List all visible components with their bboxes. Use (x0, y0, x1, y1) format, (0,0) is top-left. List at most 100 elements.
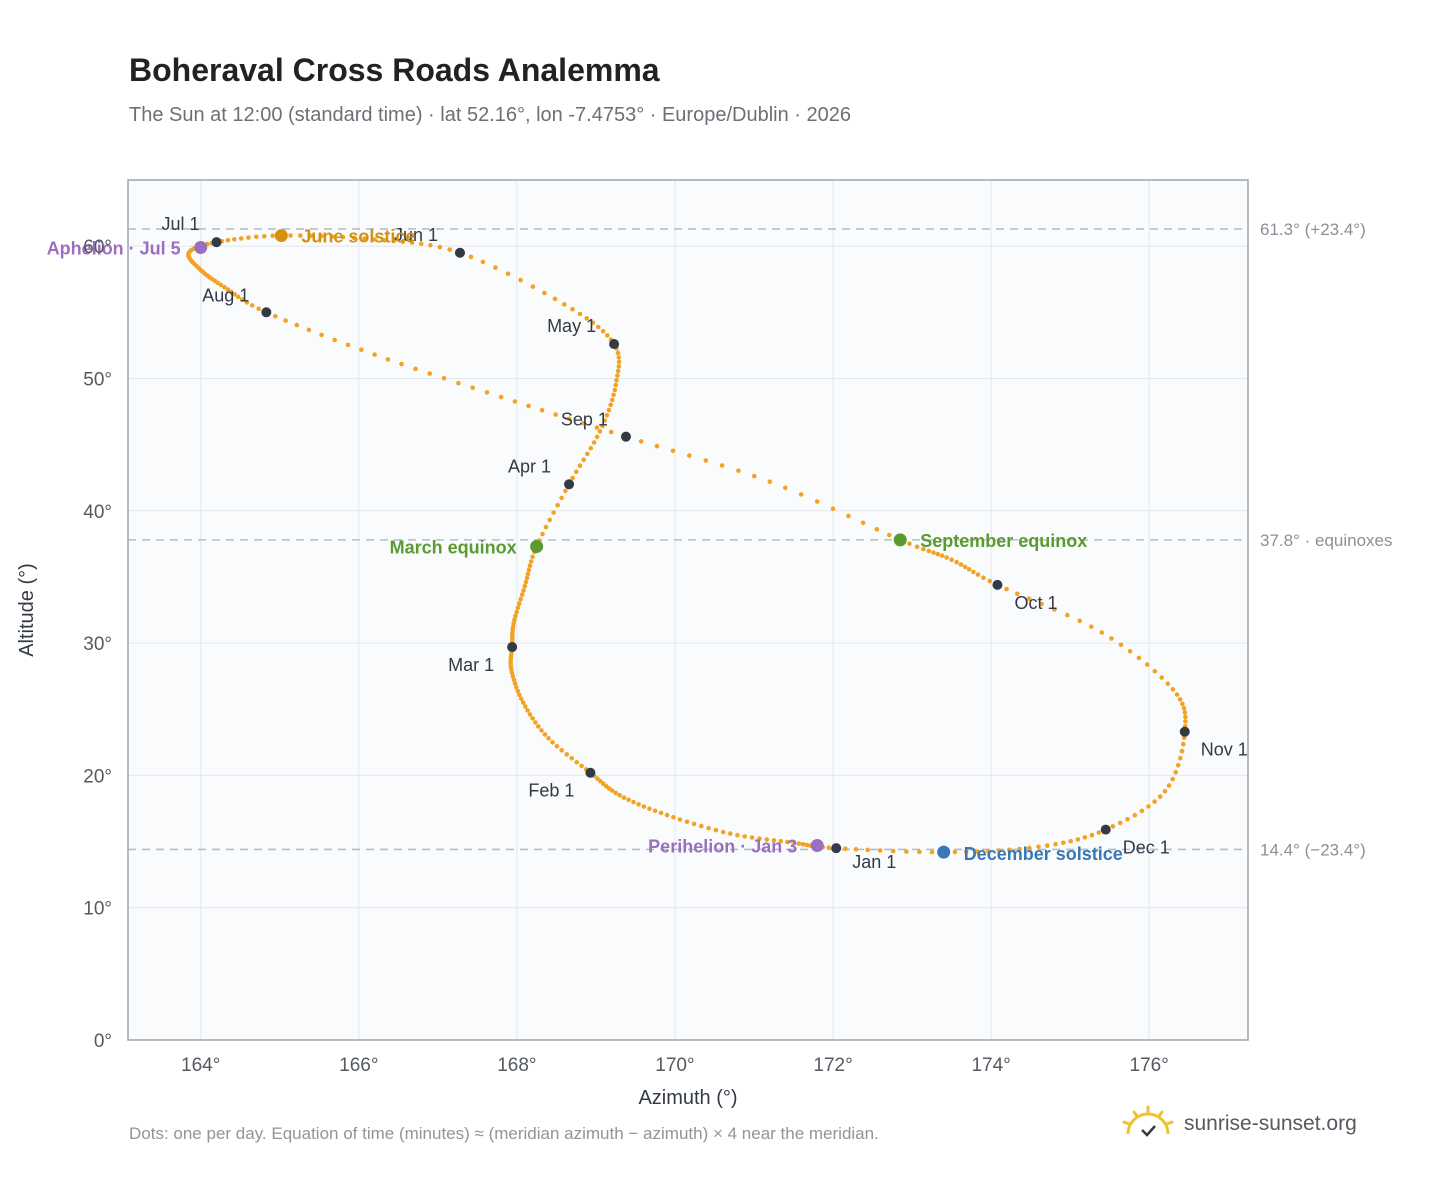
month-marker (831, 843, 842, 854)
day-dot (846, 513, 851, 519)
day-dot (1179, 748, 1185, 754)
day-dot (590, 320, 596, 326)
day-dot (600, 328, 606, 334)
day-dot (616, 364, 622, 369)
day-dot (232, 292, 237, 297)
month-markers: Jan 1 Feb 1 Mar 1 Apr 1 May 1 Jun 1 Jul 1 Aug 1… (161, 214, 1247, 872)
day-dot (1144, 662, 1150, 667)
day-dot (929, 849, 935, 855)
day-dot (691, 821, 697, 827)
day-dot (1110, 824, 1116, 829)
day-dot (521, 588, 526, 593)
day-dot (1165, 681, 1171, 686)
y-axis-title: Altitude (°) (16, 563, 38, 657)
brand-name[interactable]: sunrise-sunset.org (1184, 1112, 1357, 1135)
day-dot (594, 425, 600, 430)
day-dot (638, 439, 644, 444)
day-dot (372, 237, 377, 242)
day-dot (767, 479, 773, 485)
day-dot (385, 357, 391, 362)
x-tick-label: 168° (497, 1055, 536, 1076)
day-dot (1053, 841, 1058, 847)
day-dot (783, 485, 788, 491)
day-dot (605, 333, 610, 338)
day-dot (874, 527, 880, 532)
day-dot (1181, 741, 1186, 747)
day-dot (345, 342, 351, 348)
day-dot (1007, 847, 1012, 853)
y-tick-label: 0° (94, 1031, 112, 1052)
day-dot (631, 799, 636, 805)
day-dot (814, 499, 820, 504)
event-label: Perihelion · Jan 3 (648, 837, 797, 857)
day-dot (1117, 820, 1123, 826)
day-dot (570, 307, 575, 312)
day-dot (1136, 655, 1142, 661)
day-dot (270, 233, 276, 239)
day-dot (699, 823, 704, 829)
day-dot (253, 234, 259, 240)
day-dot (626, 797, 631, 803)
day-dot (778, 838, 784, 844)
event-marker (194, 240, 208, 254)
day-dot (617, 792, 622, 798)
y-tick-label: 30° (83, 634, 112, 655)
day-dot (958, 562, 964, 567)
day-dot (921, 546, 926, 552)
day-dot (647, 806, 652, 811)
day-dot (222, 284, 227, 290)
day-dot (771, 838, 777, 843)
day-dot (1159, 675, 1164, 680)
month-marker (992, 579, 1003, 590)
day-dot (238, 236, 244, 241)
reference-line-label: 37.8° · equinoxes (1260, 531, 1393, 550)
month-label: Sep 1 (561, 410, 608, 430)
day-dot (1052, 607, 1057, 612)
day-dot (612, 387, 618, 393)
day-dot (996, 848, 1002, 853)
day-dot (1139, 808, 1145, 814)
day-dot (796, 841, 802, 846)
day-dot (562, 302, 567, 307)
day-dot (298, 233, 303, 238)
day-dot (798, 492, 804, 497)
day-dot (1039, 601, 1044, 607)
day-dot (608, 402, 613, 408)
day-dot (273, 314, 278, 319)
day-dot (1026, 596, 1032, 601)
day-dot (907, 541, 912, 546)
day-dot (791, 840, 796, 846)
day-dot (597, 429, 603, 434)
day-dot (1178, 755, 1183, 761)
day-dot (1109, 636, 1114, 641)
day-dot (1183, 719, 1188, 724)
event-label: June solstice (301, 227, 415, 247)
day-dot (954, 559, 959, 565)
day-dot (1036, 844, 1041, 850)
event-label: Aphelion · Jul 5 (47, 238, 181, 258)
grid-lines (128, 180, 1248, 1040)
day-dot (606, 407, 612, 413)
day-dot (533, 720, 538, 725)
day-dot (427, 371, 433, 376)
day-dot (498, 394, 504, 400)
month-marker (1179, 726, 1190, 737)
day-dot (1166, 783, 1172, 788)
day-dot (228, 289, 234, 295)
day-dot (1099, 630, 1105, 635)
day-dot (539, 728, 544, 733)
event-marker (530, 539, 544, 553)
day-dot (400, 239, 406, 245)
day-dot (914, 544, 920, 550)
day-dot (552, 296, 558, 302)
day-dot (596, 324, 601, 330)
day-dot (1077, 618, 1082, 624)
x-axis-title: Azimuth (°) (638, 1087, 737, 1109)
day-dot (513, 613, 518, 619)
plot-area (128, 180, 1248, 1040)
day-dot (664, 812, 670, 818)
brand-logo[interactable]: sunrise-sunset.org (1120, 1104, 1357, 1144)
day-dot (588, 445, 594, 451)
sun-logo-icon (1122, 1105, 1174, 1137)
day-dot (1132, 812, 1138, 818)
